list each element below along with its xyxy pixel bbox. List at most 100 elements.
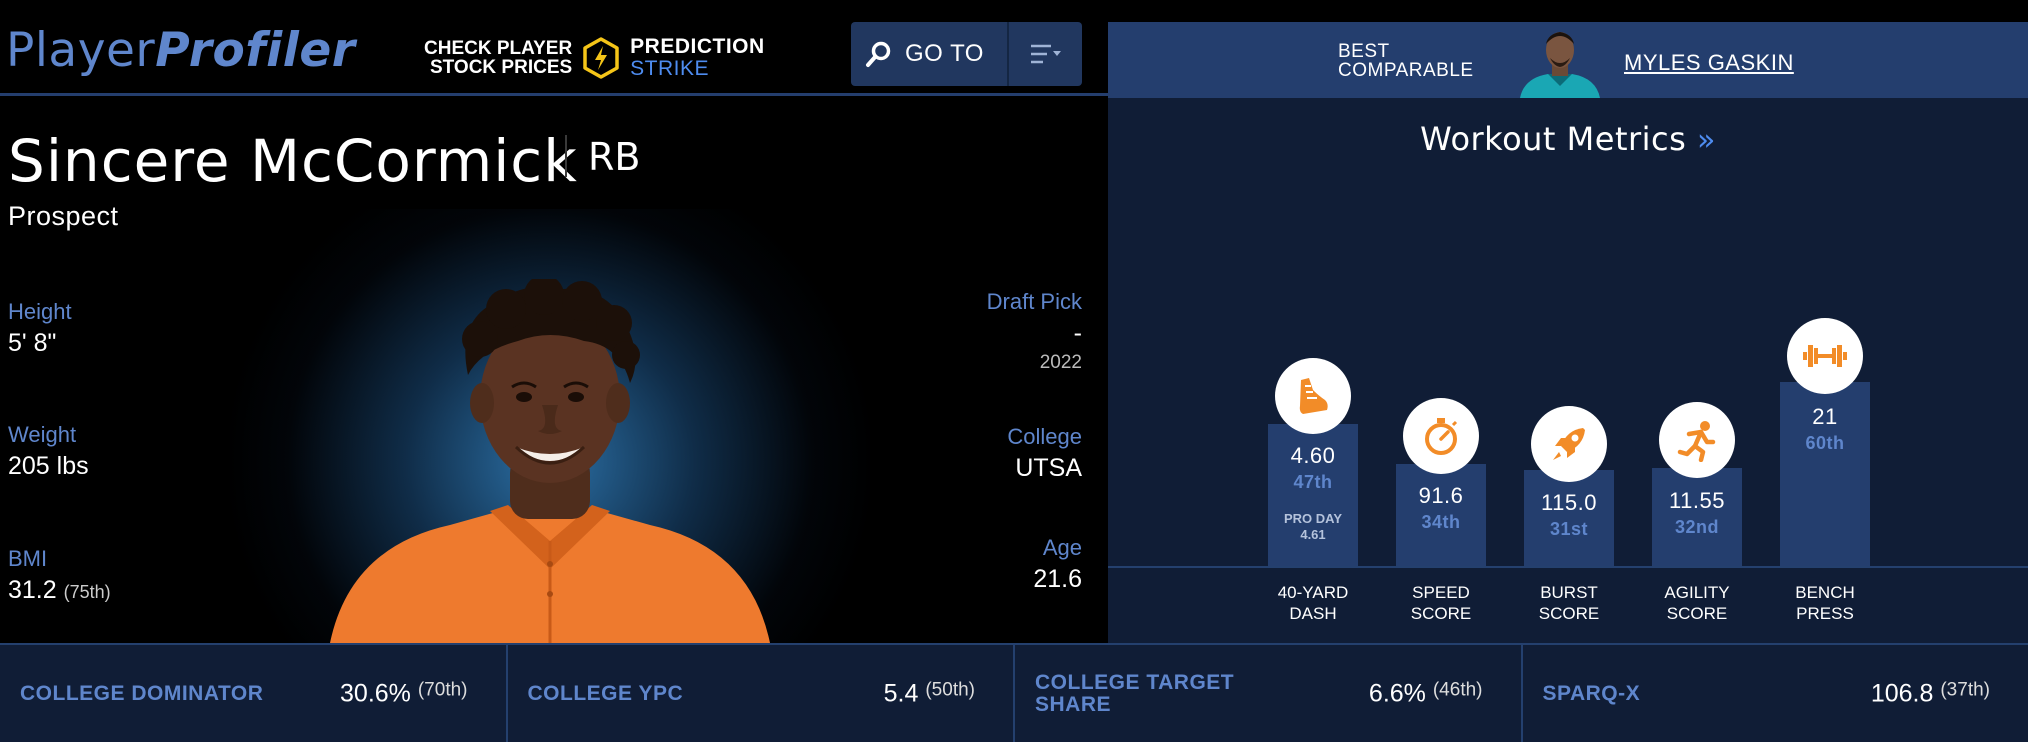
age-label: Age — [1042, 535, 1082, 560]
prediction-strike-promo[interactable]: CHECK PLAYER STOCK PRICES PREDICTION STR… — [424, 34, 765, 82]
metric-label-line-2: SCORE — [1666, 604, 1728, 623]
metric-label-line-2: SCORE — [1538, 604, 1600, 623]
height-stat: Height 5' 8" — [8, 299, 72, 358]
menu-button[interactable] — [1009, 22, 1082, 86]
stat-value-row: 5.4 (50th) — [884, 679, 975, 708]
metric-percentile: 60th — [1805, 433, 1845, 453]
metric-label-line-1: 40-YARD — [1277, 583, 1349, 602]
metric-label: BURST SCORE — [1514, 582, 1624, 624]
metric-percentile: 31st — [1549, 519, 1589, 539]
bmi-percentile: (75th) — [63, 582, 111, 602]
draft-pick-value: - — [1073, 319, 1082, 347]
logo-part-2: Profiler — [155, 23, 356, 78]
comparable-player-link[interactable]: MYLES GASKIN — [1624, 50, 1794, 75]
metrics-baseline — [1108, 566, 2028, 568]
age-stat: Age 21.6 — [1033, 535, 1082, 594]
pro-day: PRO DAY 4.61 — [1268, 511, 1358, 543]
metric-value: 21 — [1812, 404, 1838, 429]
pro-day-value: 4.61 — [1300, 527, 1326, 542]
metric-agility-score: 11.55 32nd AGILITY SCORE — [1652, 98, 1742, 643]
metric-bench-press: 21 60th BENCH PRESS — [1780, 98, 1870, 643]
metric-label: AGILITY SCORE — [1642, 582, 1752, 624]
shoe-icon — [1275, 358, 1351, 434]
goto-control: GO TO — [851, 22, 1082, 86]
player-name: Sincere McCormick — [8, 127, 578, 195]
top-bar: PlayerProfiler CHECK PLAYER STOCK PRICES… — [0, 0, 1108, 96]
metric-bar — [1780, 382, 1870, 566]
workout-metrics-panel: Workout Metrics » 4.60 47th PRO DAY 4.61… — [1108, 98, 2028, 643]
stat-college-dominator: COLLEGE DOMINATOR 30.6% (70th) — [0, 645, 508, 742]
goto-button[interactable]: GO TO — [851, 22, 1009, 86]
bmi-value-row: 31.2 (75th) — [8, 576, 111, 605]
metric-bar — [1268, 424, 1358, 566]
comparable-label-line-2: COMPARABLE — [1338, 60, 1474, 81]
metric-label: BENCH PRESS — [1770, 582, 1880, 624]
stat-label: COLLEGE DOMINATOR — [20, 681, 264, 705]
metric-40-yard-dash: 4.60 47th PRO DAY 4.61 40-YARD DASH — [1268, 98, 1358, 643]
lightning-bolt-icon — [583, 37, 619, 79]
draft-year: 2022 — [1039, 352, 1082, 373]
site-logo[interactable]: PlayerProfiler — [6, 26, 355, 74]
workout-metrics-title[interactable]: Workout Metrics » — [1108, 120, 2028, 158]
metric-bar — [1524, 470, 1614, 566]
college-stat: College UTSA — [1007, 424, 1082, 483]
metric-label-line-1: SPEED — [1412, 583, 1470, 602]
stat-college-target-share: COLLEGE TARGET SHARE 6.6% (46th) — [1015, 645, 1523, 742]
age-value: 21.6 — [1033, 565, 1082, 593]
stat-college-ypc: COLLEGE YPC 5.4 (50th) — [508, 645, 1015, 742]
stat-percentile: (37th) — [1940, 679, 1990, 700]
stat-value-row: 30.6% (70th) — [340, 679, 467, 708]
name-divider — [565, 135, 567, 177]
stopwatch-icon — [1403, 398, 1479, 474]
metric-speed-score: 91.6 34th SPEED SCORE — [1396, 98, 1486, 643]
metric-label-line-1: BURST — [1540, 583, 1598, 602]
stat-sparq-x: SPARQ-X 106.8 (37th) — [1523, 645, 2028, 742]
promo-line-2: STOCK PRICES — [429, 57, 573, 78]
metric-label-line-2: PRESS — [1796, 604, 1854, 623]
height-value: 5' 8" — [8, 329, 57, 357]
player-photo — [330, 279, 770, 643]
stat-label: SPARQ-X — [1542, 681, 1641, 705]
player-status: Prospect — [8, 201, 119, 231]
metric-percentile: 34th — [1421, 512, 1461, 532]
pro-day-label: PRO DAY — [1283, 511, 1343, 526]
metric-label-line-2: DASH — [1289, 604, 1337, 623]
bmi-label: BMI — [8, 546, 48, 571]
dumbbell-icon — [1787, 318, 1863, 394]
metric-value: 115.0 — [1541, 490, 1597, 515]
weight-value: 205 lbs — [8, 452, 89, 480]
stat-label: COLLEGE TARGET SHARE — [1035, 670, 1235, 716]
stat-percentile: (46th) — [1432, 679, 1483, 700]
comparable-player-avatar — [1514, 26, 1606, 98]
metric-label-line-1: BENCH — [1795, 583, 1855, 602]
stat-value-row: 106.8 (37th) — [1871, 679, 1990, 708]
double-chevron-right-icon: » — [1696, 123, 1716, 158]
college-label: College — [1007, 424, 1082, 449]
draft-pick-label: Draft Pick — [986, 289, 1082, 314]
stat-value: 6.6% — [1368, 679, 1426, 707]
metric-bar — [1652, 468, 1742, 566]
metric-label: 40-YARD DASH — [1258, 582, 1368, 624]
metric-label: SPEED SCORE — [1386, 582, 1496, 624]
stat-percentile: (70th) — [417, 679, 468, 700]
metric-burst-score: 115.0 31st BURST SCORE — [1524, 98, 1614, 643]
rocket-icon — [1531, 406, 1607, 482]
stat-label: COLLEGE YPC — [527, 681, 684, 705]
logo-part-1: Player — [6, 23, 156, 78]
runner-icon — [1659, 402, 1735, 478]
weight-stat: Weight 205 lbs — [8, 422, 89, 481]
stat-percentile: (50th) — [925, 679, 975, 700]
bmi-value: 31.2 — [8, 576, 57, 604]
stat-value: 30.6% — [340, 679, 411, 707]
player-profile-panel: Sincere McCormick RB Prospect Height 5' … — [0, 99, 1108, 643]
metric-value: 4.60 — [1290, 443, 1336, 468]
metric-label-line-1: AGILITY — [1664, 583, 1730, 602]
college-value: UTSA — [1015, 454, 1082, 482]
bmi-stat: BMI 31.2 (75th) — [8, 546, 111, 605]
best-comparable-label: BEST COMPARABLE — [1338, 42, 1474, 80]
best-comparable-banner: BEST COMPARABLE MYLES GASKIN — [1108, 22, 2028, 98]
metric-percentile: 47th — [1293, 472, 1333, 492]
goto-label: GO TO — [905, 40, 984, 67]
promo-brand: PREDICTION STRIKE — [630, 36, 765, 80]
stat-value: 5.4 — [883, 679, 919, 707]
